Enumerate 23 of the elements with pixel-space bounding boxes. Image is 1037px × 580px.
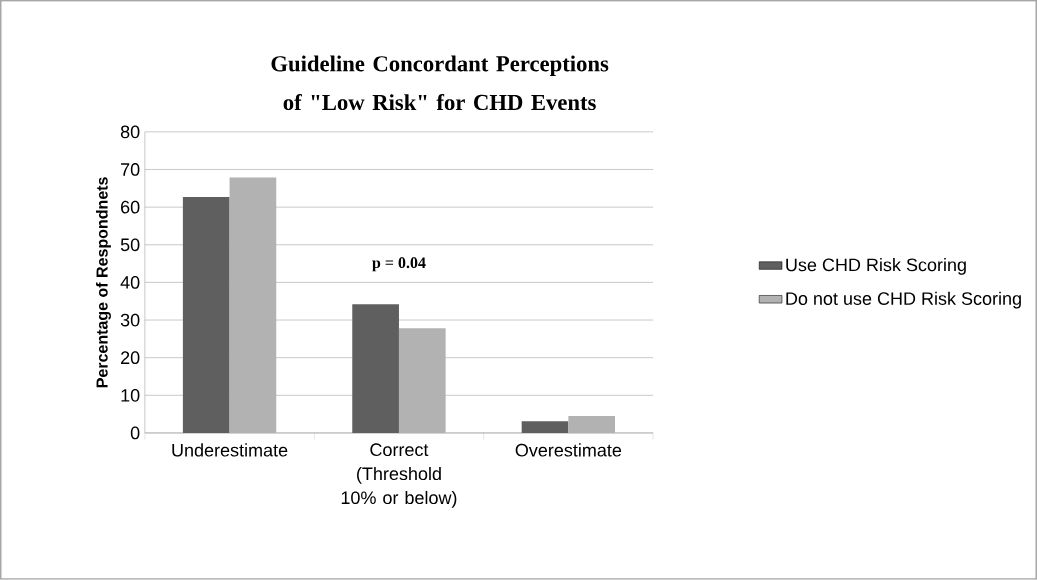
- legend-label: Use CHD Risk Scoring: [786, 258, 966, 275]
- legend-label: Do not use CHD Risk Scoring: [786, 291, 1021, 309]
- y-tick-label: 70: [121, 163, 140, 176]
- annotation: p = 0.04: [372, 257, 426, 272]
- x-tick-label: Underestimate: [172, 443, 288, 457]
- bar: [182, 197, 230, 434]
- chart-title: Guideline Concordant Perceptions of "Low Risk" for CHD Events: [271, 55, 609, 111]
- bar: [568, 416, 616, 434]
- y-tick-label: 80: [120, 125, 140, 139]
- y-tick-label: 60: [121, 200, 140, 214]
- y-tick-label: 0: [130, 426, 140, 440]
- bar: [229, 177, 277, 434]
- y-tick-label: 30: [120, 313, 140, 327]
- x-tick-label: Correct (Threshold 10% or below): [341, 443, 457, 508]
- bar: [521, 421, 569, 434]
- bar: [398, 328, 446, 434]
- y-axis-title: Percentage of Respondnets: [95, 177, 111, 388]
- bar: [352, 304, 399, 434]
- y-tick-label: 50: [120, 238, 140, 252]
- y-tick-label: 40: [120, 276, 140, 289]
- y-tick-label: 20: [121, 351, 140, 365]
- y-tick-label: 10: [121, 389, 140, 402]
- x-tick-label: Overestimate: [515, 443, 622, 457]
